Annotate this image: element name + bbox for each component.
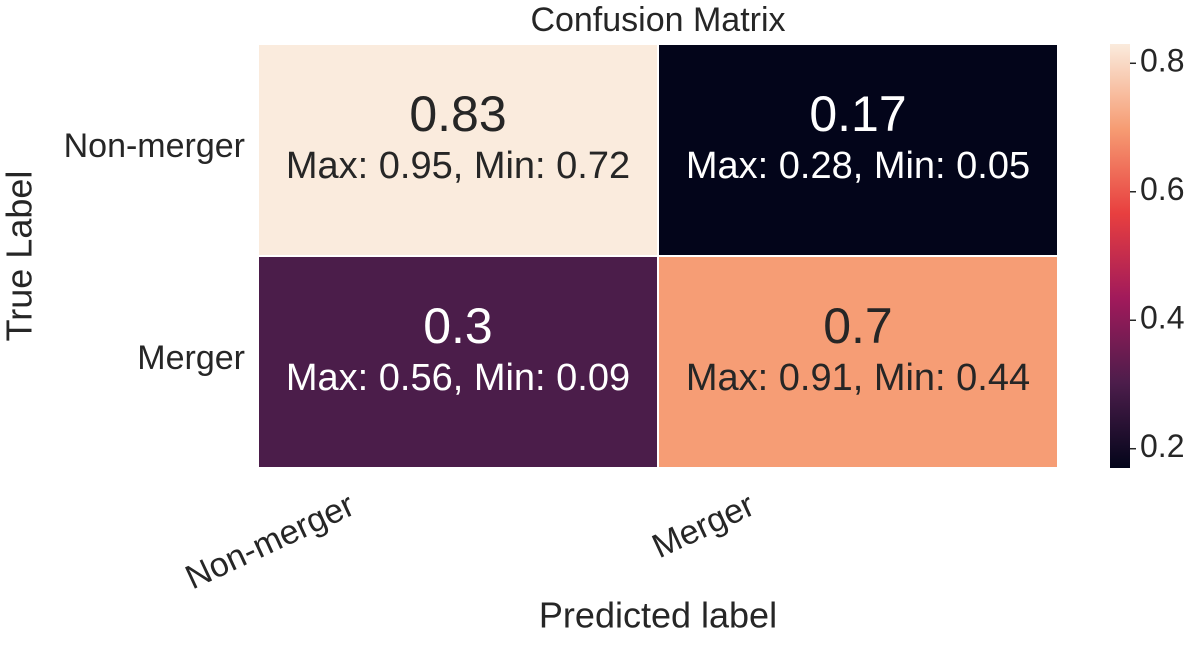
- colorbar-tick-label: 0.6: [1140, 171, 1184, 207]
- cell-value: 0.83: [409, 86, 506, 142]
- cell-value: 0.17: [809, 86, 906, 142]
- x-axis-label: Predicted label: [539, 595, 777, 636]
- x-tick-label: Non-merger: [180, 486, 360, 597]
- cell-annotation: Max: 0.91, Min: 0.44: [686, 357, 1030, 399]
- colorbar: [1110, 44, 1130, 468]
- chart-title: Confusion Matrix: [530, 1, 785, 39]
- cell-value: 0.3: [423, 298, 493, 354]
- cell-annotation: Max: 0.56, Min: 0.09: [286, 357, 630, 399]
- cell-value: 0.7: [823, 298, 893, 354]
- y-axis-label: True Label: [0, 171, 40, 342]
- colorbar-tick-label: 0.8: [1140, 43, 1184, 79]
- heatmap-cell: [257, 255, 659, 469]
- cell-annotation: Max: 0.95, Min: 0.72: [286, 145, 630, 187]
- heatmap-cell: [257, 43, 659, 257]
- x-tick-label: Merger: [647, 486, 761, 566]
- heatmap-cell: [657, 255, 1059, 469]
- y-tick-label: Merger: [137, 339, 245, 377]
- cell-annotation: Max: 0.28, Min: 0.05: [686, 145, 1030, 187]
- y-tick-label: Non-merger: [64, 127, 245, 165]
- colorbar-tick-label: 0.4: [1140, 300, 1184, 336]
- heatmap-cell: [657, 43, 1059, 257]
- colorbar-tick-label: 0.2: [1140, 428, 1184, 464]
